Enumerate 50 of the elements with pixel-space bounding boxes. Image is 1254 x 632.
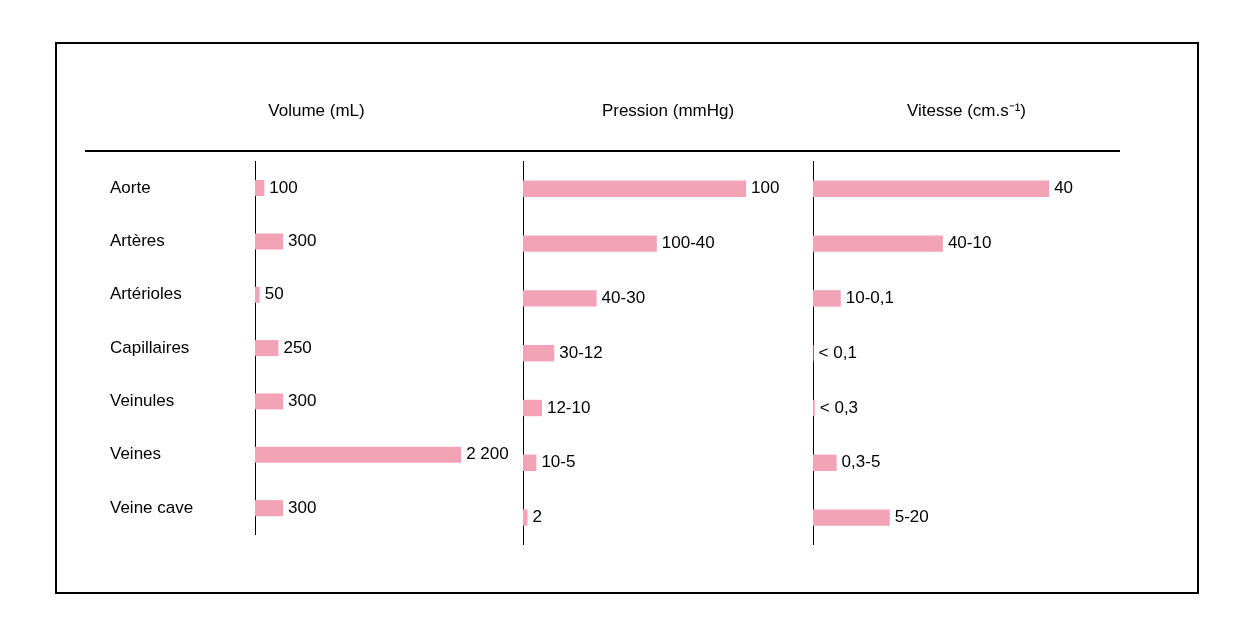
data-label: 12-10: [546, 397, 591, 417]
data-label: 40: [1054, 178, 1074, 198]
bar: [813, 290, 841, 307]
bar: [813, 509, 890, 526]
bar: [255, 340, 279, 357]
bar: [255, 286, 260, 303]
y-tick-label: Artères: [110, 231, 165, 251]
bar: [813, 180, 1050, 198]
data-label: 100: [269, 177, 298, 197]
data-label: 30-12: [559, 342, 603, 362]
bar: [255, 233, 284, 250]
y-tick-label: Veines: [110, 444, 162, 464]
y-tick-label: Veine cave: [110, 497, 194, 517]
data-label: 10-5: [541, 452, 576, 472]
data-label: < 0,3: [819, 397, 859, 417]
chart-title: Pression (mmHg): [601, 100, 735, 120]
bar: [255, 393, 284, 410]
data-label: 100: [751, 178, 780, 198]
bar: [255, 180, 265, 197]
data-label: 2: [532, 507, 542, 527]
y-tick-label: Artérioles: [110, 284, 182, 304]
bar: [523, 180, 747, 198]
data-label: 10-0,1: [845, 288, 894, 308]
y-tick-label: Veinules: [110, 391, 175, 411]
chart-title: Vitesse (cm.s⁻¹): [906, 100, 1027, 120]
chart-title: Volume (mL): [268, 100, 365, 120]
bar: [523, 509, 528, 526]
bar: [523, 454, 537, 472]
data-label: 2 200: [466, 444, 509, 464]
data-label: 100-40: [661, 233, 715, 253]
data-label: 5-20: [894, 507, 929, 527]
bar: [255, 500, 284, 517]
data-label: 250: [283, 337, 312, 357]
data-label: 40-30: [601, 288, 646, 308]
data-label: 300: [288, 497, 317, 517]
bar: [523, 399, 542, 417]
bar: [813, 235, 943, 252]
data-label: 300: [288, 391, 317, 411]
data-label: 0,3-5: [841, 452, 881, 472]
bar: [523, 235, 657, 252]
y-tick-label: Aorte: [110, 177, 151, 197]
bar: [523, 290, 597, 307]
data-label: < 0,1: [818, 342, 857, 362]
bar: [813, 454, 837, 472]
y-tick-label: Capillaires: [110, 337, 190, 357]
bar: [523, 344, 555, 362]
data-label: 50: [264, 284, 284, 304]
data-label: 40-10: [947, 233, 992, 253]
data-label: 300: [288, 231, 317, 251]
bar: [255, 446, 462, 463]
